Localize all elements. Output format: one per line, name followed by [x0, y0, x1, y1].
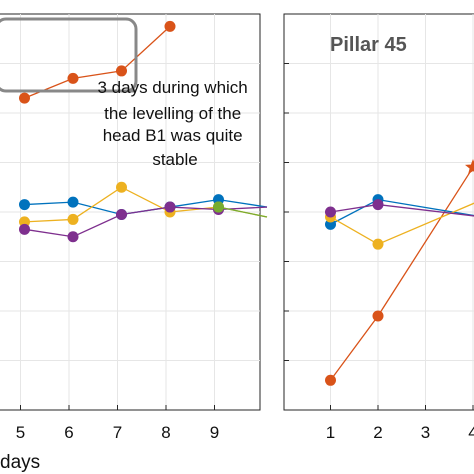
right-x-tick-label: 3	[421, 423, 430, 442]
left-x-tick-label: 9	[210, 423, 219, 442]
left-x-tick-label: 8	[161, 423, 170, 442]
left-series-0-point	[67, 72, 79, 84]
right-panel: 1 2 3 4 Pillar 45	[283, 13, 474, 442]
left-x-tick-label: 5	[16, 423, 25, 442]
left-series-3-point	[164, 201, 176, 213]
right-x-ticks: 1 2 3 4	[326, 405, 474, 442]
left-series-2-point	[116, 181, 127, 193]
annotation-line-4: stable	[152, 150, 197, 169]
left-series-0-point	[19, 92, 30, 104]
annotation-line-2: the levelling of the	[104, 104, 241, 123]
left-x-axis-label: days	[0, 452, 40, 473]
left-panel: 5 6 7 8 9 3 days during which the levelling …	[0, 13, 268, 473]
left-x-tick-label: 6	[64, 423, 73, 442]
right-series-0-point	[372, 310, 384, 322]
highlight-box	[0, 17, 138, 93]
left-series-3-point	[67, 231, 79, 243]
left-series-0-point	[116, 65, 127, 77]
left-series-2-point	[67, 213, 79, 225]
annotation-text: 3 days during which the levelling of the…	[98, 78, 253, 169]
annotation-line-1: 3 days during which	[98, 78, 248, 97]
left-x-ticks: 5 6 7 8 9	[16, 405, 219, 442]
left-series-1-point	[19, 199, 30, 211]
left-series-0-point	[164, 20, 176, 32]
right-panel-title: Pillar 45	[330, 34, 407, 56]
right-x-tick-label: 4	[468, 423, 474, 442]
right-series-3-point	[372, 199, 384, 211]
left-series-3-point	[116, 208, 127, 220]
right-series-3-point	[325, 206, 336, 218]
left-series-4-line	[218, 206, 268, 218]
left-series-0-line	[24, 25, 171, 99]
annotation-line-3: head B1 was quite	[103, 126, 243, 145]
left-series-3-point	[19, 223, 30, 235]
left-series-4-point	[213, 201, 224, 213]
right-x-tick-label: 1	[326, 423, 335, 442]
right-x-tick-label: 2	[373, 423, 382, 442]
left-x-tick-label: 7	[113, 423, 122, 442]
right-series-0-star-point	[465, 159, 474, 175]
left-series-1-point	[67, 196, 79, 208]
right-series-group	[325, 159, 474, 386]
left-series-group	[19, 20, 268, 243]
right-series-2-point	[372, 238, 384, 250]
right-series-0-point	[325, 374, 336, 386]
